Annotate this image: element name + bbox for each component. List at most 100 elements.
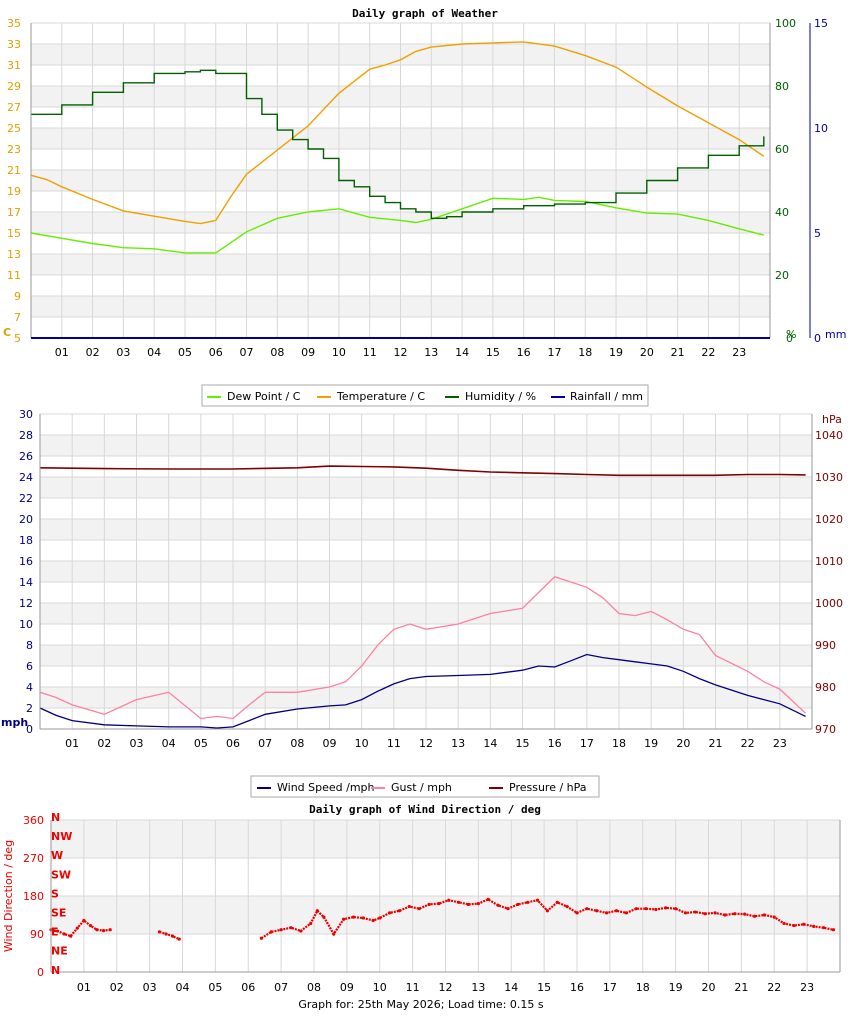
y-tick-label-left: 4 bbox=[26, 681, 33, 694]
legend-label: Rainfall / mm bbox=[570, 390, 643, 403]
direction-point bbox=[516, 902, 520, 907]
direction-point bbox=[624, 911, 628, 915]
x-tick-label: 19 bbox=[609, 346, 623, 359]
x-tick-label: 08 bbox=[290, 737, 304, 750]
y-tick-label-right-humidity: 60 bbox=[775, 143, 789, 156]
y-tick-label-right-rain: 10 bbox=[814, 122, 828, 135]
y-tick-label-right: 1020 bbox=[815, 513, 843, 526]
footer-load-info: Graph for: 25th May 2026; Load time: 0.1… bbox=[298, 998, 544, 1011]
x-tick-label: 16 bbox=[570, 981, 584, 994]
direction-point bbox=[417, 907, 421, 911]
weather-chart-title: Daily graph of Weather bbox=[352, 7, 498, 20]
y-tick-label-left: 7 bbox=[14, 311, 21, 324]
direction-point bbox=[279, 928, 283, 932]
direction-point bbox=[157, 930, 162, 934]
y-tick-label-left: 16 bbox=[19, 555, 33, 568]
x-tick-label: 16 bbox=[548, 737, 562, 750]
x-tick-label: 21 bbox=[671, 346, 685, 359]
direction-point bbox=[526, 900, 530, 904]
direction-point bbox=[604, 911, 609, 915]
direction-point bbox=[388, 911, 392, 915]
y-tick-label-left: 13 bbox=[7, 248, 21, 261]
series-line-2 bbox=[31, 69, 765, 219]
direction-point bbox=[634, 907, 638, 911]
x-tick-label: 12 bbox=[419, 737, 433, 750]
direction-point bbox=[397, 909, 402, 913]
x-tick-label: 20 bbox=[640, 346, 654, 359]
direction-point bbox=[269, 930, 273, 934]
x-tick-label: 09 bbox=[301, 346, 315, 359]
legend-label: Gust / mph bbox=[391, 781, 452, 794]
direction-point bbox=[693, 910, 697, 914]
direction-point bbox=[743, 912, 747, 916]
legend-box bbox=[201, 384, 649, 407]
x-tick-label: 11 bbox=[387, 737, 401, 750]
x-tick-label: 20 bbox=[676, 737, 690, 750]
x-tick-label: 10 bbox=[332, 346, 346, 359]
compass-label: E bbox=[51, 926, 59, 939]
series-line-0 bbox=[39, 653, 806, 729]
x-tick-label: 23 bbox=[773, 737, 787, 750]
direction-point bbox=[447, 898, 451, 902]
direction-point bbox=[782, 921, 786, 926]
y-tick-label-right-humidity: 40 bbox=[775, 206, 789, 219]
x-tick-label: 15 bbox=[537, 981, 551, 994]
series-line-0 bbox=[30, 196, 764, 254]
direction-point bbox=[289, 926, 293, 930]
x-tick-label: 02 bbox=[110, 981, 124, 994]
y-axis-label: Wind Direction / deg bbox=[2, 840, 15, 952]
direction-point bbox=[772, 915, 776, 919]
direction-point bbox=[259, 936, 263, 940]
y-tick-label-left: 23 bbox=[7, 143, 21, 156]
y-tick-label-right: 1030 bbox=[815, 471, 843, 484]
x-tick-label: 15 bbox=[516, 737, 530, 750]
direction-point bbox=[62, 932, 66, 936]
direction-point bbox=[713, 911, 717, 915]
x-tick-label: 20 bbox=[702, 981, 716, 994]
legend-label: Wind Speed /mph bbox=[277, 781, 375, 794]
x-tick-label: 03 bbox=[143, 981, 157, 994]
y-tick-label: 270 bbox=[23, 852, 44, 865]
y-tick-label-right: 1000 bbox=[815, 597, 843, 610]
direction-point bbox=[466, 902, 471, 907]
y-tick-label-right-rain: 15 bbox=[814, 17, 828, 30]
x-tick-label: 18 bbox=[578, 346, 592, 359]
direction-point bbox=[457, 900, 461, 904]
x-tick-label: 17 bbox=[547, 346, 561, 359]
y-tick-label-left: 6 bbox=[26, 660, 33, 673]
x-tick-label: 08 bbox=[307, 981, 321, 994]
x-tick-label: 12 bbox=[439, 981, 453, 994]
x-tick-label: 10 bbox=[373, 981, 387, 994]
x-tick-label: 01 bbox=[65, 737, 79, 750]
compass-label: NW bbox=[51, 830, 72, 843]
y-tick-label-right-rain: 0 bbox=[814, 332, 821, 345]
x-tick-label: 17 bbox=[580, 737, 594, 750]
direction-point bbox=[802, 922, 806, 926]
y-tick-label-left: 35 bbox=[7, 17, 21, 30]
x-tick-label: 01 bbox=[55, 346, 69, 359]
direction-point bbox=[315, 909, 319, 913]
direction-point bbox=[723, 913, 727, 917]
y-tick-label-right-humidity: 20 bbox=[775, 269, 789, 282]
y-tick-label-left: 31 bbox=[7, 59, 21, 72]
y-tick-label-right: 1010 bbox=[815, 555, 843, 568]
direction-point bbox=[792, 923, 796, 928]
direction-point bbox=[733, 912, 737, 916]
y-axis-unit-left: mph bbox=[1, 716, 28, 729]
y-tick-label-left: 15 bbox=[7, 227, 21, 240]
y-tick-label-left: 20 bbox=[19, 513, 33, 526]
direction-point bbox=[95, 928, 99, 932]
x-tick-label: 14 bbox=[455, 346, 469, 359]
x-tick-label: 22 bbox=[767, 981, 781, 994]
direction-point bbox=[371, 918, 375, 923]
compass-label: SE bbox=[51, 907, 66, 920]
direction-trace-2 bbox=[260, 898, 834, 940]
y-tick-label-right-humidity: 80 bbox=[775, 80, 789, 93]
direction-point bbox=[555, 900, 559, 904]
wind-legend: Wind Speed /mph Gust / mph Pressure / hPa bbox=[250, 775, 600, 798]
wind-direction-chart-title: Daily graph of Wind Direction / deg bbox=[309, 803, 541, 816]
weather-legend: Dew Point / C Temperature / C Humidity / %… bbox=[201, 384, 649, 407]
y-tick-label-left: 26 bbox=[19, 450, 33, 463]
direction-point bbox=[535, 898, 540, 902]
y-tick-label: 180 bbox=[23, 890, 44, 903]
